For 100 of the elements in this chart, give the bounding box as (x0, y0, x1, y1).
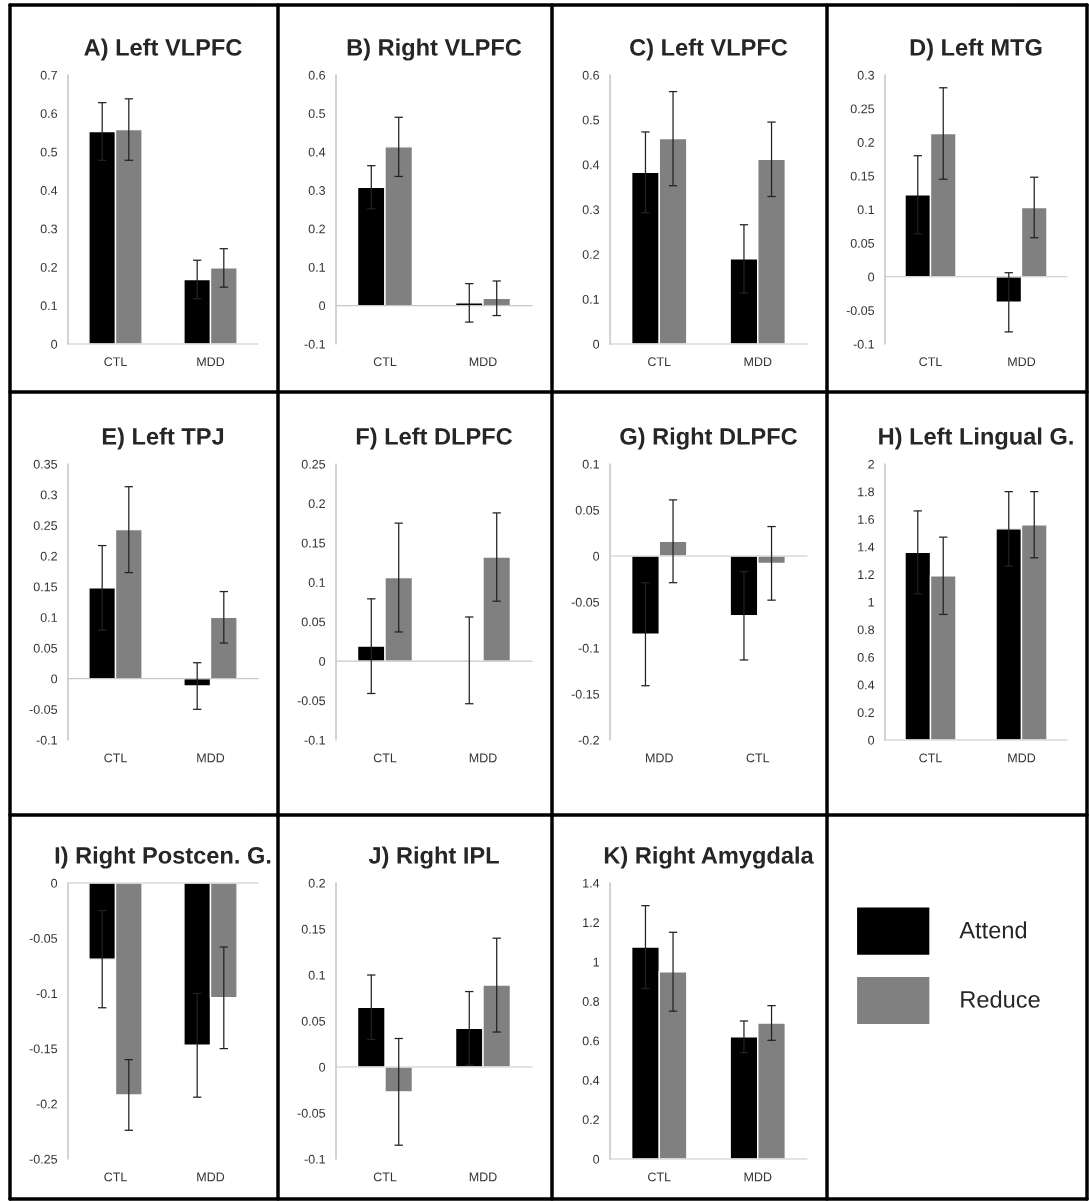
legend-label: Attend (959, 921, 1027, 939)
x-tick-label: MDD (197, 1172, 225, 1182)
y-tick-label: 0.2 (857, 138, 874, 147)
y-tick-label: 0.6 (582, 70, 600, 80)
y-tick-label: 0.2 (582, 1115, 599, 1125)
y-tick-label: 0 (51, 878, 58, 888)
y-tick-label: -0.05 (29, 705, 58, 714)
y-tick-label: -0.05 (297, 696, 326, 706)
y-tick-label: 0 (593, 1154, 600, 1164)
y-tick-label: -0.05 (29, 934, 58, 943)
x-tick-label: MDD (197, 753, 225, 763)
x-tick-label: CTL (373, 1172, 397, 1182)
y-tick-label: 1.2 (583, 918, 599, 927)
y-tick-label: -0.1 (304, 1154, 325, 1164)
chart-title: I) Right Postcen. G. (55, 846, 271, 869)
y-tick-label: 0 (319, 1062, 326, 1072)
y-tick-label: 0.15 (301, 538, 326, 548)
x-tick-label: MDD (744, 357, 772, 366)
x-tick-label: MDD (197, 357, 225, 366)
y-tick-label: -0.1 (853, 339, 874, 349)
y-tick-label: 0.4 (857, 680, 875, 690)
y-tick-label: 0.8 (857, 625, 875, 635)
y-tick-label: -0.05 (297, 1108, 326, 1118)
y-tick-label: -0.15 (29, 1044, 58, 1054)
x-tick-label: MDD (744, 1172, 772, 1182)
y-tick-label: -0.1 (578, 643, 599, 653)
y-tick-label: 0.5 (308, 109, 326, 119)
chart-title: J) Right IPL (368, 846, 499, 869)
y-tick-label: 0.6 (40, 109, 58, 119)
y-tick-label: 0 (319, 301, 326, 311)
y-tick-label: -0.2 (36, 1099, 57, 1109)
chart-title: F) Left DLPFC (356, 427, 513, 450)
y-tick-label: 1.4 (858, 542, 875, 552)
y-tick-label: 0.5 (40, 147, 58, 157)
y-tick-label: 0.05 (301, 617, 326, 627)
y-tick-label: 1 (593, 957, 599, 967)
y-tick-label: 0.8 (582, 997, 600, 1006)
x-tick-label: CTL (648, 1172, 671, 1182)
y-tick-label: 0.2 (40, 262, 57, 272)
x-tick-label: CTL (104, 357, 127, 367)
chart-title: D) Left MTG (910, 38, 1042, 61)
y-tick-label: 0.1 (308, 578, 325, 587)
y-tick-label: -0.05 (846, 306, 875, 316)
y-tick-label: 0.1 (582, 459, 599, 469)
y-tick-label: 1.8 (858, 487, 875, 497)
x-tick-label: CTL (648, 357, 671, 367)
y-tick-label: 0.7 (40, 70, 57, 80)
y-tick-label: 0.2 (308, 499, 325, 509)
chart-title: B) Right VLPFC (347, 38, 522, 61)
y-tick-label: 0.25 (33, 521, 58, 530)
y-tick-label: 0.15 (33, 582, 58, 592)
y-tick-label: 0.1 (582, 294, 599, 304)
y-tick-label: 0.1 (857, 205, 874, 215)
x-tick-label: MDD (469, 753, 497, 763)
y-tick-label: 0.2 (308, 878, 325, 888)
y-tick-label: 1.2 (858, 570, 874, 579)
x-tick-label: CTL (746, 753, 770, 763)
y-tick-label: 0.2 (40, 551, 57, 561)
x-tick-label: CTL (104, 1172, 127, 1182)
y-tick-label: 0.2 (308, 224, 325, 234)
x-tick-label: MDD (469, 1172, 497, 1182)
y-tick-label: 0.05 (850, 238, 875, 248)
x-tick-label: MDD (1008, 753, 1036, 763)
y-tick-label: 0.2 (857, 708, 874, 718)
y-tick-label: -0.2 (578, 735, 599, 745)
y-tick-label: -0.1 (36, 989, 57, 999)
y-tick-label: 0.15 (850, 171, 875, 181)
chart-title: E) Left TPJ (102, 427, 224, 450)
y-tick-label: 0.3 (582, 205, 600, 215)
y-tick-label: 0.4 (40, 186, 58, 195)
y-tick-label: 0.25 (850, 104, 875, 114)
y-tick-label: 0.1 (40, 301, 57, 311)
y-tick-label: -0.25 (29, 1154, 58, 1164)
y-tick-label: 0 (593, 339, 600, 349)
x-tick-label: MDD (646, 753, 673, 763)
y-tick-label: 0.3 (857, 70, 875, 80)
chart-title: G) Right DLPFC (620, 427, 798, 450)
y-tick-label: 0.4 (308, 147, 326, 157)
chart-title: C) Left VLPFC (630, 38, 788, 61)
y-tick-label: 0 (51, 339, 58, 349)
chart-title: H) Left Lingual G. (879, 427, 1073, 450)
y-tick-label: 0.05 (301, 1016, 326, 1026)
y-tick-label: 0.4 (582, 160, 600, 170)
y-tick-label: 1 (868, 597, 874, 607)
y-tick-label: 0.3 (40, 490, 58, 500)
y-tick-label: 2 (868, 459, 874, 469)
chart-title: K) Right Amygdala (604, 846, 814, 869)
y-tick-label: 0.1 (308, 262, 325, 272)
x-tick-label: CTL (373, 357, 397, 367)
legend-label: Reduce (961, 990, 1040, 1008)
y-tick-label: 0.1 (308, 970, 325, 980)
y-tick-label: 0.6 (308, 70, 326, 80)
y-tick-label: -0.1 (36, 735, 57, 745)
x-tick-label: CTL (919, 753, 942, 763)
y-tick-label: 0.5 (582, 115, 600, 125)
y-tick-label: -0.1 (304, 735, 325, 745)
y-tick-label: -0.1 (304, 339, 325, 349)
y-tick-label: 0.25 (301, 459, 326, 469)
y-tick-label: 0.3 (40, 224, 58, 234)
y-tick-label: 0.2 (582, 250, 599, 259)
